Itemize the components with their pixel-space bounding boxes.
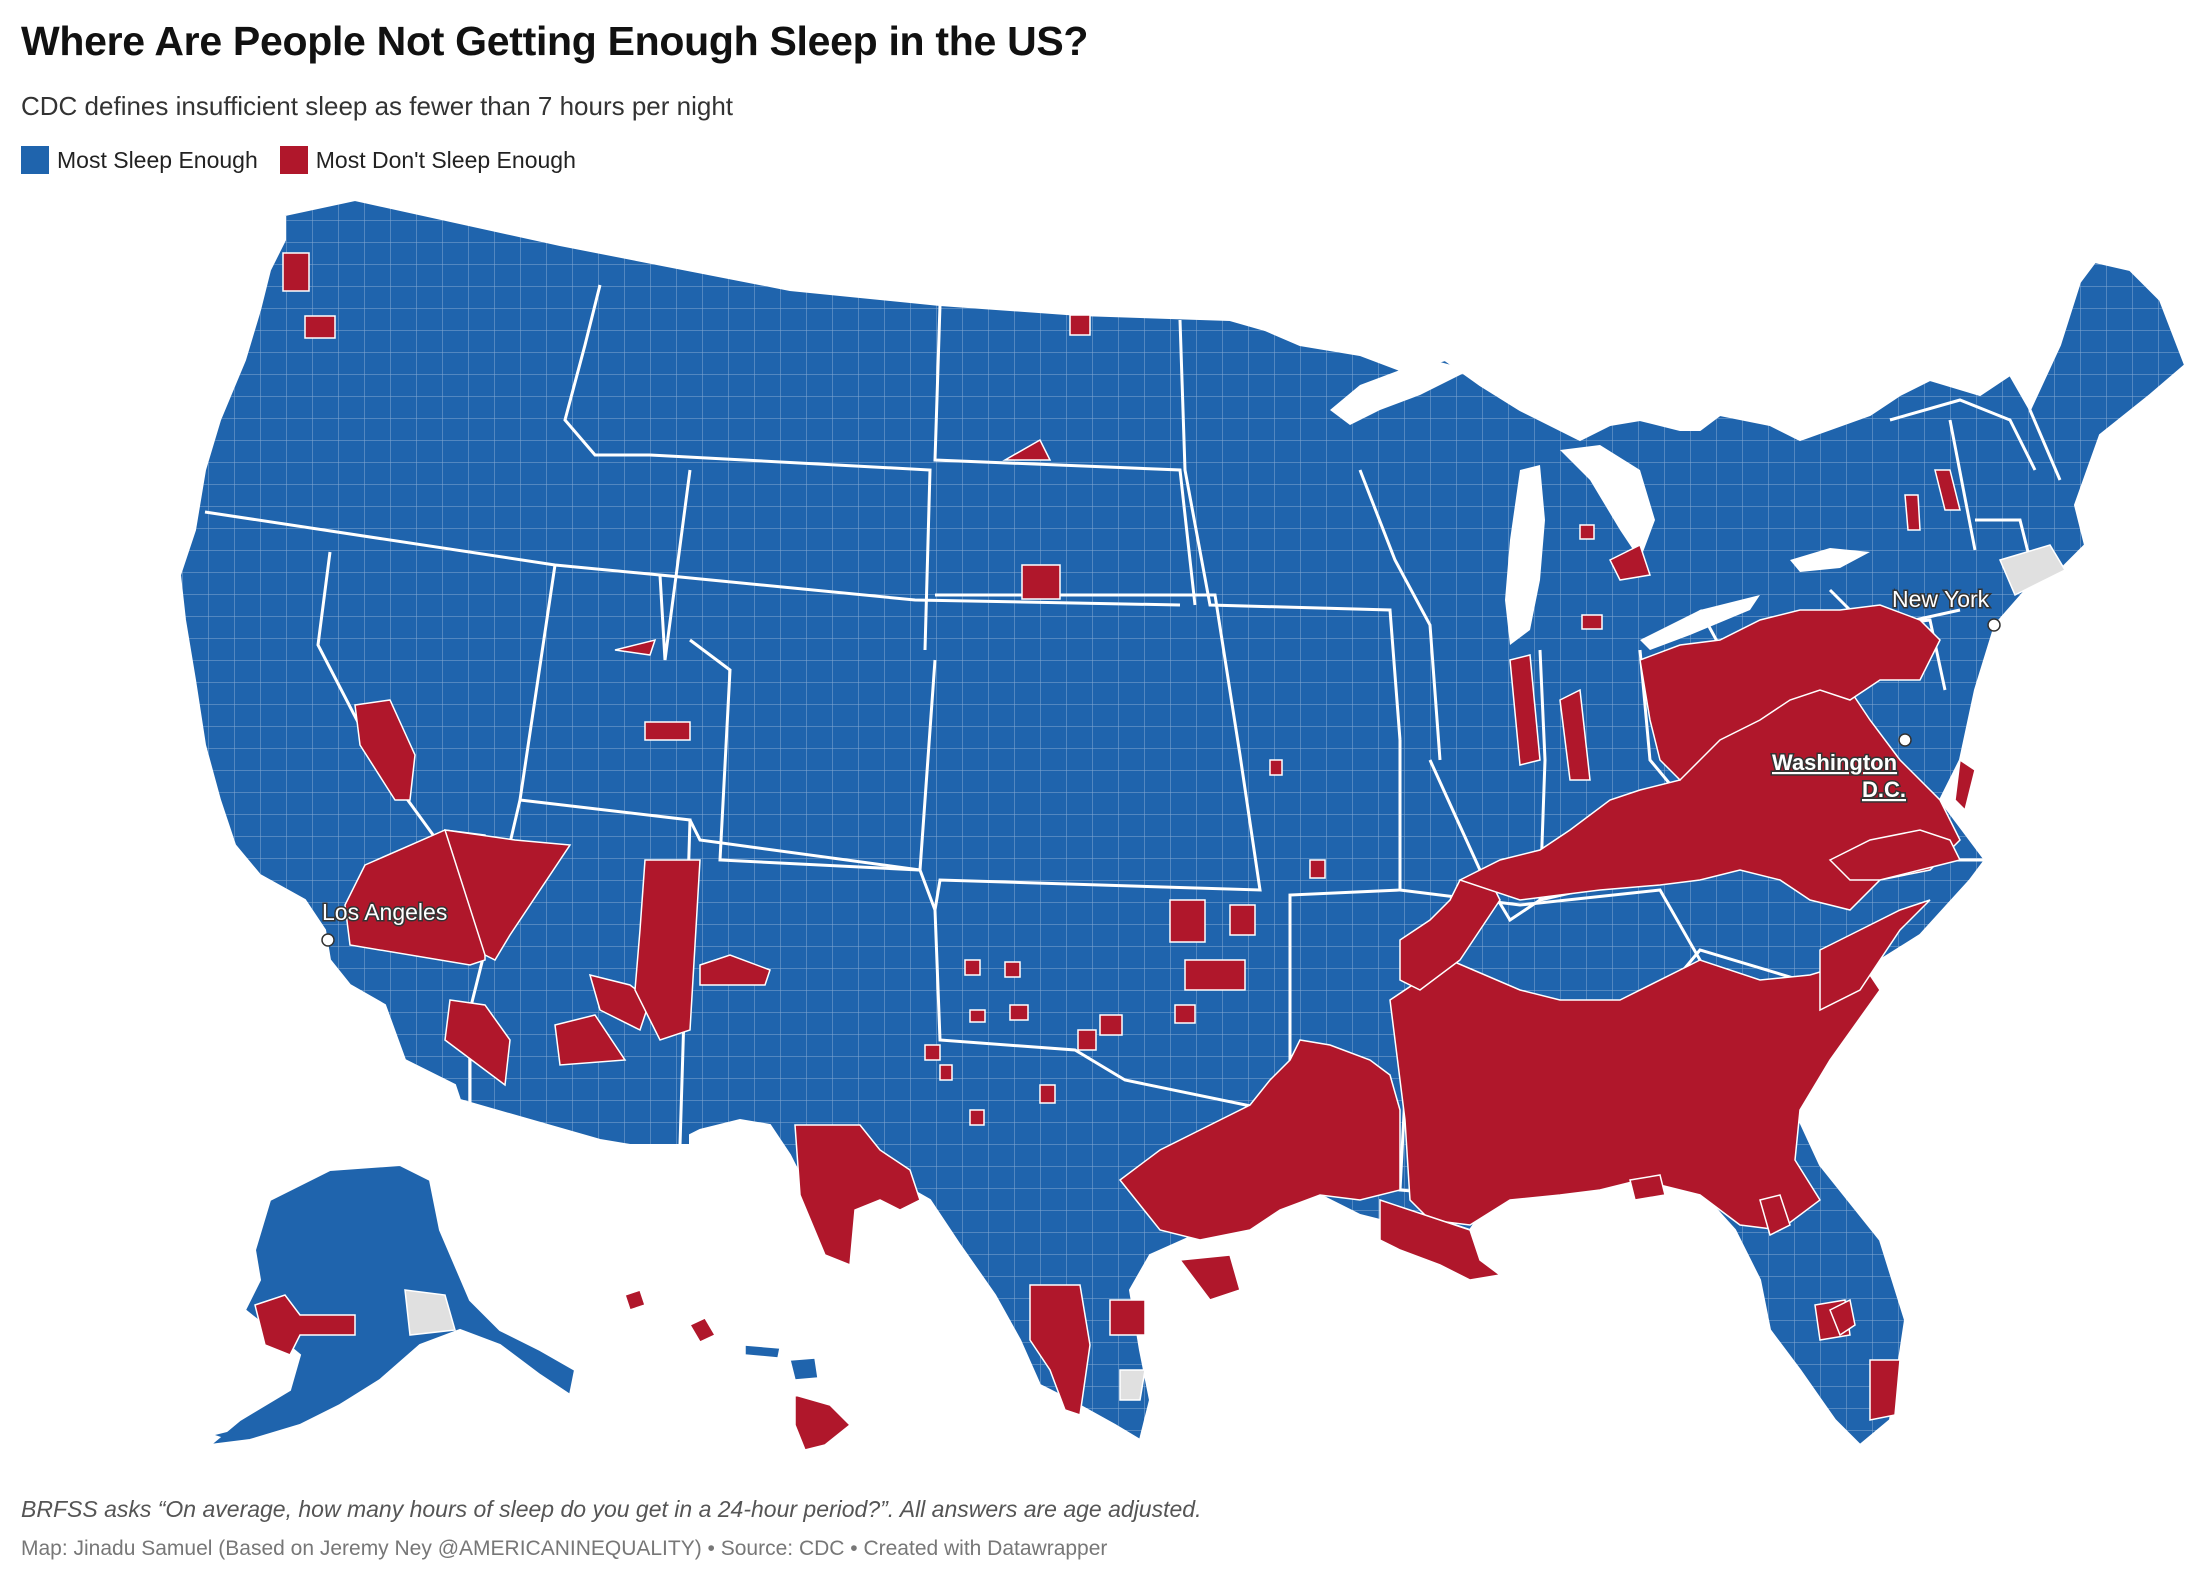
legend: Most Sleep Enough Most Don't Sleep Enoug… — [21, 146, 598, 174]
los-angeles-label: Los Angeles — [322, 899, 447, 925]
county-az-2[interactable] — [554, 1014, 627, 1066]
county-tx-1c[interactable] — [1099, 1014, 1123, 1036]
county-tx-pan-3[interactable] — [969, 1009, 986, 1023]
county-ok-1[interactable] — [1169, 899, 1206, 943]
legend-item-not-enough: Most Don't Sleep Enough — [279, 146, 576, 174]
county-ok-3[interactable] — [1184, 959, 1246, 991]
legend-label-not-enough: Most Don't Sleep Enough — [315, 146, 576, 173]
county-ark-tn[interactable] — [1399, 879, 1501, 991]
lake-erie — [1640, 595, 1760, 650]
new-york-marker — [1987, 618, 2001, 632]
county-tx-east[interactable] — [1178, 1254, 1241, 1301]
county-ky-wv-va[interactable] — [1458, 629, 1961, 911]
lake-ontario — [1790, 548, 1870, 572]
county-ny-center[interactable] — [1904, 494, 1921, 531]
county-il-in[interactable] — [1509, 654, 1541, 766]
washington-marker — [1898, 733, 1912, 747]
alaska-no-data — [404, 1289, 456, 1336]
county-tx-pan-2[interactable] — [1004, 961, 1021, 978]
county-tx-pan-7[interactable] — [969, 1109, 985, 1126]
us-county-map[interactable]: New York Washington D.C. Los Angeles — [0, 180, 2200, 1480]
county-mi-2[interactable] — [1579, 524, 1595, 540]
legend-swatch-red — [279, 146, 308, 174]
county-sd-1[interactable] — [1021, 564, 1061, 600]
county-tx-pan-4[interactable] — [1009, 1004, 1029, 1021]
county-wa-1[interactable] — [282, 252, 310, 292]
county-mi-3[interactable] — [1581, 614, 1603, 630]
county-tx-south[interactable] — [1029, 1284, 1091, 1416]
county-tx-south-2[interactable] — [1109, 1299, 1146, 1336]
hawaii[interactable] — [624, 1289, 852, 1451]
county-nm-1[interactable] — [634, 859, 701, 1041]
legend-label-sleep-enough: Most Sleep Enough — [57, 146, 258, 173]
washington-label-2: D.C. — [1862, 777, 1906, 802]
lake-huron — [1560, 445, 1655, 560]
new-york-label: New York — [1892, 586, 1990, 612]
county-nm-2[interactable] — [699, 954, 771, 986]
alaska-red-1[interactable] — [254, 1294, 356, 1356]
los-angeles-marker — [321, 933, 335, 947]
county-tx-pan-1[interactable] — [964, 959, 981, 976]
county-fl-gulf[interactable] — [1829, 1298, 1856, 1337]
county-ks-1[interactable] — [1269, 759, 1283, 776]
city-markers: New York Washington D.C. Los Angeles — [321, 585, 2001, 947]
county-fl-nw[interactable] — [1629, 1174, 1666, 1201]
no-data-regions — [1119, 544, 2067, 1401]
hawaii-molokai[interactable] — [744, 1344, 781, 1359]
county-tx-1d[interactable] — [1077, 1029, 1097, 1051]
no-data-connecticut — [1998, 544, 2067, 597]
map-subtitle: CDC defines insufficient sleep as fewer … — [21, 91, 734, 121]
alaska[interactable] — [206, 1163, 577, 1447]
county-az-1[interactable] — [444, 999, 511, 1087]
county-oh-pa[interactable] — [1639, 604, 1941, 782]
county-south-central[interactable] — [1118, 1039, 1401, 1241]
hawaii-oahu[interactable] — [688, 1317, 717, 1343]
county-nc-north[interactable] — [1828, 829, 1962, 881]
hawaii-big-island[interactable] — [794, 1394, 852, 1451]
county-ks-2[interactable] — [1309, 859, 1326, 879]
county-ok-2[interactable] — [1229, 904, 1256, 936]
county-mi-1[interactable] — [1608, 543, 1651, 581]
alaska-islands — [215, 1430, 235, 1440]
county-nv-1[interactable] — [354, 699, 416, 801]
county-tx-pan-6[interactable] — [939, 1064, 953, 1081]
county-de-md[interactable] — [1954, 758, 1976, 812]
footnote: BRFSS asks “On average, how many hours o… — [21, 1496, 1202, 1522]
county-tx-1e[interactable] — [1174, 1004, 1196, 1024]
legend-swatch-blue — [21, 146, 49, 174]
county-nv-2[interactable] — [443, 829, 572, 961]
county-nc-sc[interactable] — [1819, 899, 1931, 1012]
county-id-1[interactable] — [614, 638, 657, 656]
credit-line: Map: Jinadu Samuel (Based on Jeremy Ney … — [21, 1537, 1108, 1560]
map-title: Where Are People Not Getting Enough Slee… — [21, 18, 1089, 64]
washington-label-1: Washington — [1772, 750, 1897, 775]
county-nd-2[interactable] — [1002, 438, 1052, 461]
county-nd-1[interactable] — [1069, 314, 1091, 336]
lake-michigan — [1505, 465, 1545, 645]
great-lakes — [1330, 362, 1870, 650]
county-tx-1b[interactable] — [1039, 1084, 1056, 1104]
county-tx-1[interactable] — [794, 1124, 921, 1267]
legend-item-sleep-enough: Most Sleep Enough — [21, 146, 258, 174]
no-data-tx-south — [1119, 1369, 1146, 1401]
not-enough-sleep-regions[interactable] — [282, 252, 1976, 1421]
county-ms-al-ga[interactable] — [1389, 959, 1881, 1231]
hawaii-maui[interactable] — [789, 1357, 819, 1381]
county-fl-se[interactable] — [1869, 1359, 1901, 1421]
county-ut-1[interactable] — [644, 721, 691, 741]
county-in-2[interactable] — [1559, 688, 1591, 781]
lake-superior — [1330, 362, 1470, 425]
county-fl-panhandle[interactable] — [1759, 1194, 1791, 1237]
county-tx-pan-5[interactable] — [924, 1044, 941, 1061]
hawaii-kauai[interactable] — [624, 1289, 646, 1311]
county-la[interactable] — [1379, 1198, 1502, 1281]
county-wa-2[interactable] — [304, 315, 336, 339]
county-ny-north[interactable] — [1934, 469, 1961, 511]
